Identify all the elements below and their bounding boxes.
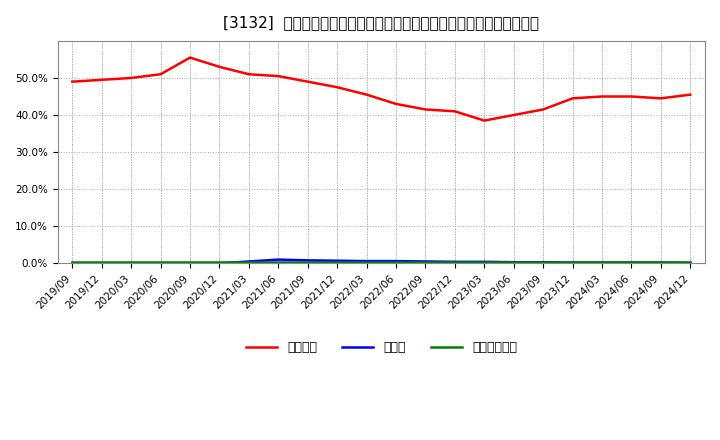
自己資本 (245, 72, 253, 77)
のれん (392, 258, 400, 264)
繰延税金資産 (333, 260, 341, 265)
繰延税金資産 (657, 260, 665, 265)
自己資本 (510, 112, 518, 117)
繰延税金資産 (362, 260, 371, 265)
繰延税金資産 (392, 260, 400, 265)
のれん (156, 260, 165, 266)
繰延税金資産 (274, 260, 283, 265)
自己資本 (657, 96, 665, 101)
自己資本 (156, 72, 165, 77)
繰延税金資産 (539, 260, 547, 265)
自己資本 (598, 94, 606, 99)
繰延税金資産 (97, 260, 106, 265)
自己資本 (539, 107, 547, 112)
自己資本 (421, 107, 430, 112)
のれん (97, 260, 106, 266)
繰延税金資産 (480, 260, 489, 265)
自己資本 (627, 94, 636, 99)
Legend: 自己資本, のれん, 繰延税金資産: 自己資本, のれん, 繰延税金資産 (240, 336, 522, 359)
のれん (510, 260, 518, 265)
のれん (68, 260, 76, 266)
繰延税金資産 (627, 260, 636, 265)
のれん (215, 260, 224, 266)
のれん (127, 260, 135, 266)
自己資本 (480, 118, 489, 123)
自己資本 (97, 77, 106, 82)
のれん (274, 257, 283, 262)
繰延税金資産 (303, 260, 312, 265)
繰延税金資産 (598, 260, 606, 265)
のれん (245, 259, 253, 264)
のれん (451, 259, 459, 264)
のれん (362, 258, 371, 264)
自己資本 (274, 73, 283, 79)
自己資本 (333, 84, 341, 90)
のれん (186, 260, 194, 266)
のれん (539, 260, 547, 265)
自己資本 (362, 92, 371, 97)
繰延税金資産 (510, 260, 518, 265)
のれん (598, 260, 606, 265)
自己資本 (127, 75, 135, 81)
繰延税金資産 (156, 260, 165, 265)
自己資本 (392, 101, 400, 106)
のれん (421, 259, 430, 264)
自己資本 (451, 109, 459, 114)
自己資本 (68, 79, 76, 84)
自己資本 (215, 64, 224, 70)
自己資本 (686, 92, 695, 97)
のれん (480, 259, 489, 264)
繰延税金資産 (451, 260, 459, 265)
自己資本 (186, 55, 194, 60)
繰延税金資産 (186, 260, 194, 265)
繰延税金資産 (421, 260, 430, 265)
のれん (303, 258, 312, 263)
のれん (568, 260, 577, 265)
自己資本 (303, 79, 312, 84)
繰延税金資産 (686, 260, 695, 265)
繰延税金資産 (68, 260, 76, 265)
のれん (686, 260, 695, 266)
のれん (657, 260, 665, 265)
Line: 自己資本: 自己資本 (72, 58, 690, 121)
Title: [3132]  自己資本、のれん、繰延税金資産の総資産に対する比率の推移: [3132] 自己資本、のれん、繰延税金資産の総資産に対する比率の推移 (223, 15, 539, 30)
のれん (627, 260, 636, 265)
のれん (333, 258, 341, 264)
繰延税金資産 (245, 260, 253, 265)
繰延税金資産 (215, 260, 224, 265)
自己資本 (568, 96, 577, 101)
繰延税金資産 (568, 260, 577, 265)
繰延税金資産 (127, 260, 135, 265)
Line: のれん: のれん (72, 260, 690, 263)
